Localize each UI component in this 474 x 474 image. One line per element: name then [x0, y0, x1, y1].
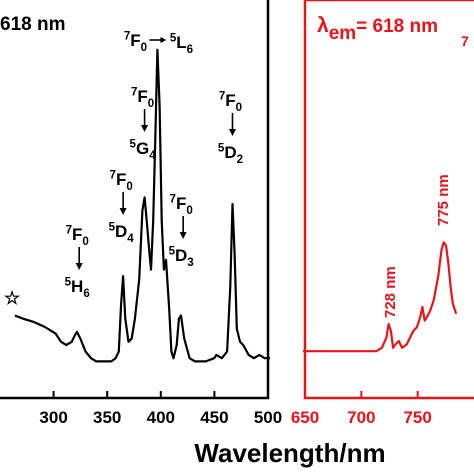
left-plot-frame: [0, 0, 270, 400]
annotation-excited-term: 5D2: [218, 143, 243, 166]
left-x-tick-label: 400: [147, 408, 175, 427]
left-spectrum-line: [14, 48, 270, 363]
left-title-fragment: 618 nm: [0, 14, 65, 35]
right-spectrum-line: [303, 241, 458, 353]
annotation-ground-term: 7F0: [170, 194, 193, 217]
annotation-ground-term: 7F0: [124, 31, 147, 54]
star-marker: ☆: [4, 288, 21, 308]
annotation-arrowhead: [160, 37, 167, 43]
annotation-ground-term: 7F0: [131, 87, 154, 110]
right-title: λem= 618 nm: [317, 14, 438, 44]
annotation-excited-term: 5H6: [65, 277, 90, 300]
left-panel: 300 350 400 450 500 618 nm ☆ 7F0 5H6 7F0 5D4 7F0 5G4…: [0, 0, 282, 427]
annotation-ground-term: 7F0: [66, 225, 89, 248]
annotation-arrowhead: [179, 232, 187, 239]
annotation-ground-term: 7F0: [219, 91, 242, 114]
annotation-ground-term: 7F0: [110, 170, 133, 193]
annotation-arrowhead: [75, 263, 83, 270]
peak-label: 775 nm: [435, 174, 452, 226]
peak-label: 728 nm: [382, 266, 399, 318]
right-title-cutoff: 7: [461, 33, 469, 49]
annotation-excited-term: 5D3: [169, 246, 194, 269]
right-x-tick-label: 700: [347, 408, 375, 427]
x-axis-label: Wavelength/nm: [194, 438, 385, 468]
left-x-tick-label: 350: [93, 408, 121, 427]
right-panel: 650 700 750 λem= 618 nm 7 728 nm 775 nm: [291, 0, 474, 427]
annotation-excited-term: 5G4: [130, 139, 157, 162]
annotation-excited-term: 5L6: [170, 33, 193, 56]
right-x-tick-label: 650: [291, 408, 319, 427]
left-x-tick-label: 500: [254, 408, 282, 427]
left-x-tick-label: 300: [39, 408, 67, 427]
right-x-tick-label: 750: [403, 408, 431, 427]
annotation-excited-term: 5D4: [109, 222, 135, 245]
annotation-arrowhead: [119, 208, 127, 215]
left-x-tick-label: 450: [200, 408, 228, 427]
annotation-arrowhead: [141, 125, 149, 132]
annotation-arrowhead: [228, 129, 236, 136]
